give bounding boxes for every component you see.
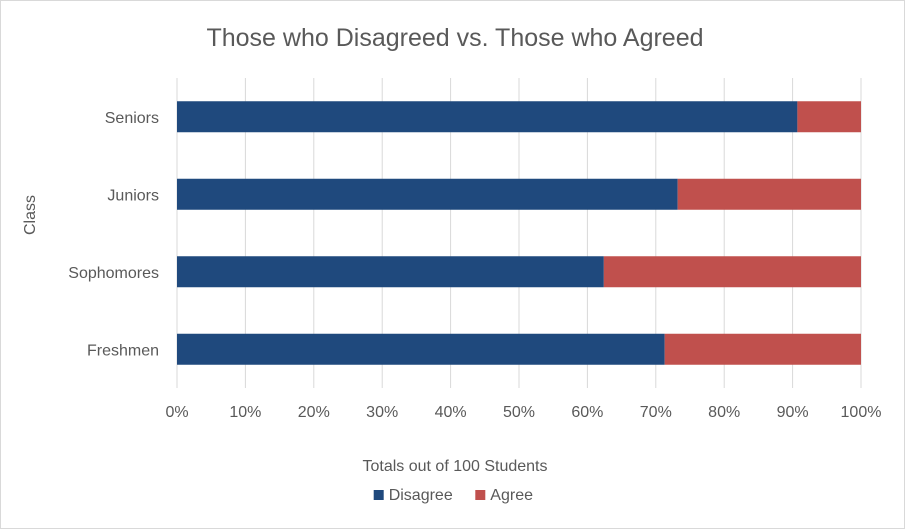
category-label: Sophomores <box>68 265 159 282</box>
legend-swatch <box>475 490 486 500</box>
x-tick-label: 0% <box>165 404 188 421</box>
category-label: Freshmen <box>87 342 159 359</box>
x-tick-label: 80% <box>708 404 740 421</box>
x-tick-label: 100% <box>841 404 882 421</box>
bars <box>177 101 861 365</box>
bar-agree-seniors <box>797 101 861 133</box>
bar-agree-freshmen <box>664 333 861 365</box>
bar-disagree-sophomores <box>177 256 604 288</box>
category-label: Juniors <box>107 187 159 204</box>
x-tick-label: 60% <box>571 404 603 421</box>
x-tick-label: 50% <box>503 404 535 421</box>
x-tick-label: 70% <box>640 404 672 421</box>
y-axis-title: Class <box>22 195 39 235</box>
legend-item: Disagree <box>373 487 453 504</box>
x-tick-label: 10% <box>229 404 261 421</box>
x-tick-label: 90% <box>777 404 809 421</box>
legend-label: Disagree <box>389 487 453 504</box>
x-tick-label: 30% <box>366 404 398 421</box>
x-tick-label: 20% <box>298 404 330 421</box>
legend-item: Agree <box>475 487 533 504</box>
bar-disagree-juniors <box>177 178 678 210</box>
bar-disagree-freshmen <box>177 333 665 365</box>
legend-label: Agree <box>490 487 533 504</box>
chart-title: Those who Disagreed vs. Those who Agreed <box>206 24 703 52</box>
category-labels: Seniors Juniors Sophomores Freshmen <box>68 110 159 360</box>
category-label: Seniors <box>105 110 159 127</box>
bar-agree-sophomores <box>603 256 861 288</box>
legend: Disagree Agree <box>373 487 533 504</box>
x-tick-label: 40% <box>435 404 467 421</box>
legend-swatch <box>373 490 384 500</box>
x-tick-labels: 0% 10% 20% 30% 40% 50% 60% 70% 80% 90% 100% <box>165 404 881 421</box>
x-axis-title: Totals out of 100 Students <box>362 458 547 475</box>
bar-agree-juniors <box>677 178 861 210</box>
bar-disagree-seniors <box>177 101 798 133</box>
